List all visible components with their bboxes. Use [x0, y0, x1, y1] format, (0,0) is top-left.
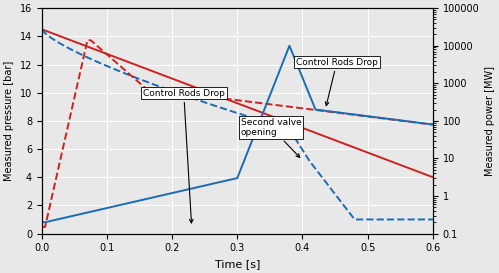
- Y-axis label: Measured pressure [bar]: Measured pressure [bar]: [4, 61, 14, 181]
- Text: Second valve
opening: Second valve opening: [241, 118, 301, 158]
- X-axis label: Time [s]: Time [s]: [215, 259, 260, 269]
- Text: Control Rods Drop: Control Rods Drop: [296, 58, 378, 106]
- Y-axis label: Measured power [MW]: Measured power [MW]: [485, 66, 495, 176]
- Text: Control Rods Drop: Control Rods Drop: [143, 88, 225, 223]
